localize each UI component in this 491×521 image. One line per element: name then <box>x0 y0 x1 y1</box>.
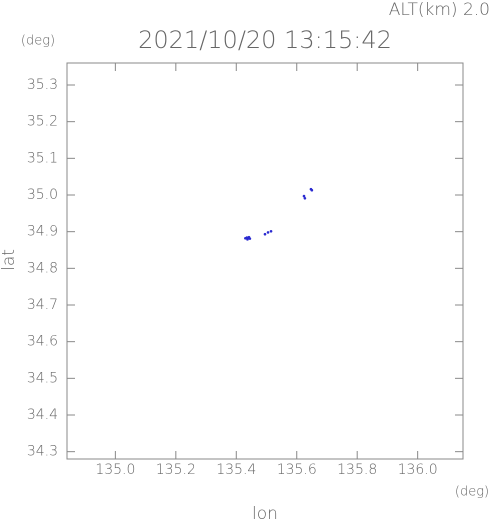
y-tick-label: 34.5 <box>27 370 58 386</box>
point <box>303 197 307 200</box>
y-tick-label: 35.2 <box>27 114 58 130</box>
y-tick-label: 34.7 <box>27 297 58 313</box>
x-tick-label: 135.2 <box>156 462 196 478</box>
point <box>263 232 267 236</box>
point <box>269 230 273 233</box>
y-tick-label: 34.9 <box>27 224 58 240</box>
point <box>302 194 306 198</box>
x-tick-label: 135.8 <box>337 462 377 478</box>
y-axis-label: lat <box>0 249 19 271</box>
x-axis-label: lon <box>252 504 278 521</box>
altitude-annotation: ALT(km) 2.0 <box>389 0 490 20</box>
y-tick-label: 34.3 <box>27 444 58 460</box>
y-tick-label: 35.0 <box>27 187 58 203</box>
y-tick-label: 34.8 <box>27 260 58 276</box>
y-tick-label: 35.1 <box>27 150 58 166</box>
x-tick-label: 136.0 <box>398 462 438 478</box>
plot-frame <box>66 62 464 460</box>
point <box>310 188 314 192</box>
x-tick-label: 135.6 <box>277 462 317 478</box>
point <box>247 235 251 239</box>
point <box>246 238 249 241</box>
y-tick-label: 34.4 <box>27 407 58 423</box>
x-unit: (deg) <box>455 485 489 500</box>
chart-title: 2021/10/20 13:15:42 <box>138 26 392 54</box>
y-unit: (deg) <box>21 34 55 49</box>
x-tick-label: 135.4 <box>216 462 256 478</box>
point <box>266 231 270 234</box>
x-tick-label: 135.0 <box>95 462 135 478</box>
y-tick-label: 34.6 <box>27 334 58 350</box>
y-tick-label: 35.3 <box>27 77 58 93</box>
